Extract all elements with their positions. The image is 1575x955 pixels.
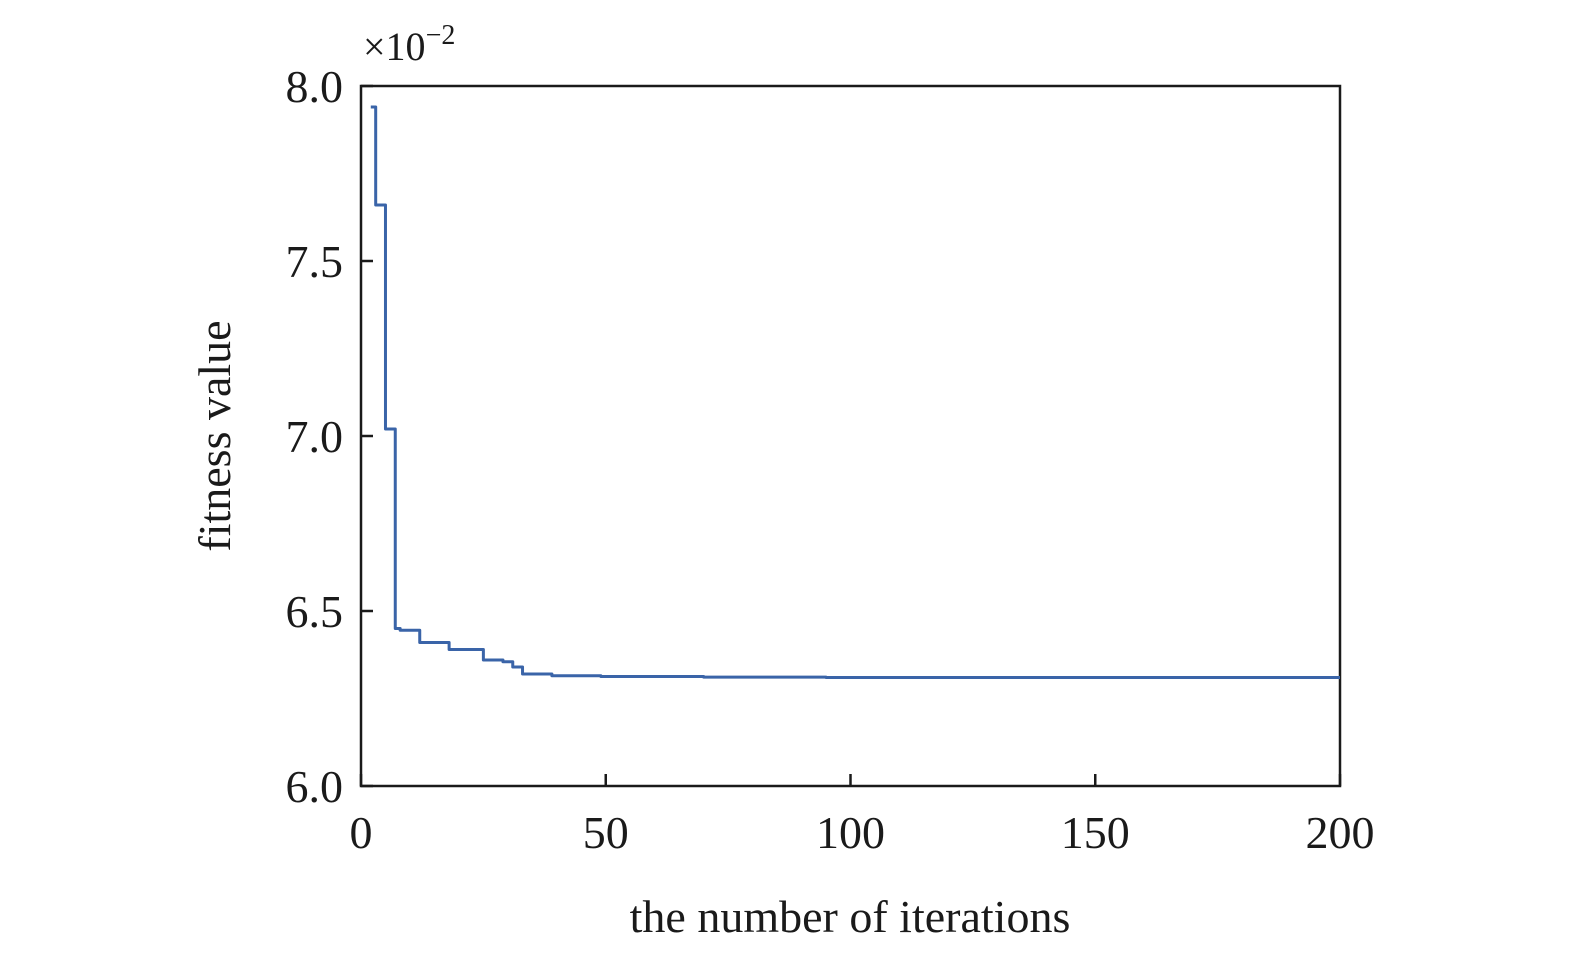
y-tick-label: 7.0 (286, 411, 344, 462)
series-line (370, 105, 1340, 679)
y-tick-label: 6.0 (286, 761, 344, 812)
y-tick-labels: 6.0 6.5 7.0 7.5 8.0 (286, 61, 344, 812)
x-tick-label: 200 (1306, 807, 1375, 858)
y-axis-label: fitness value (189, 320, 240, 551)
series-layer (370, 105, 1340, 679)
axis-ticks (359, 84, 1342, 788)
y-multiplier-exponent: −2 (426, 20, 456, 51)
x-tick-label: 0 (350, 807, 373, 858)
x-tick-label: 100 (816, 807, 885, 858)
y-multiplier-base: ×10 (363, 24, 426, 69)
y-multiplier: ×10−2 (363, 20, 455, 69)
y-tick-label: 6.5 (286, 586, 344, 637)
x-tick-labels: 0 50 100 150 200 (350, 807, 1375, 858)
x-axis-label: the number of iterations (630, 891, 1071, 942)
x-tick-label: 50 (583, 807, 629, 858)
plot-frame (359, 84, 1342, 788)
y-tick-label: 7.5 (286, 236, 344, 287)
x-tick-label: 150 (1061, 807, 1130, 858)
y-tick-label: 8.0 (286, 61, 344, 112)
